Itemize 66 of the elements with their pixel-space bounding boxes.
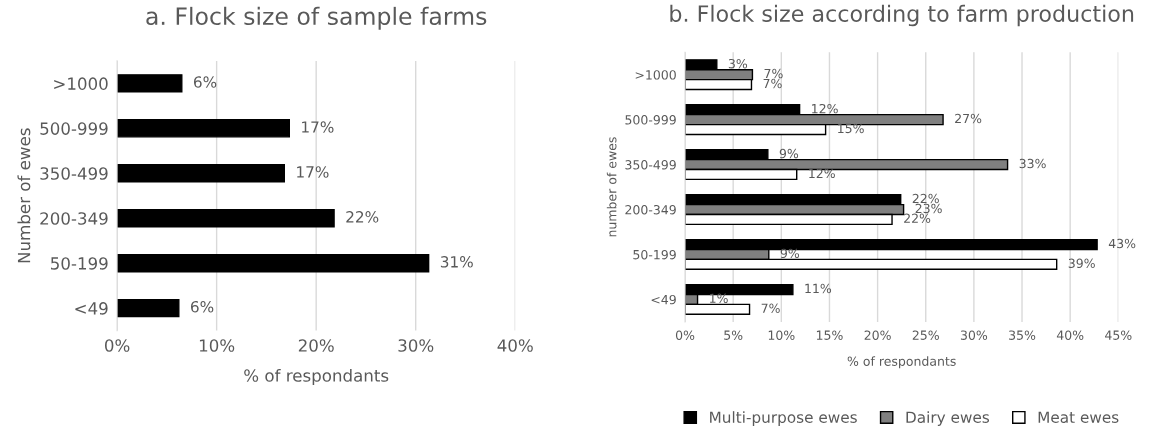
chart-title: b. Flock size according to farm production [670, 4, 1134, 27]
y-tick-label: 50-199 [633, 249, 676, 260]
x-tick-label: 45% [1105, 330, 1132, 340]
legend-label: Meat ewes [1038, 411, 1119, 423]
y-tick-label: 50-199 [51, 257, 108, 270]
data-label: 3% [728, 58, 748, 69]
data-label: 43% [1108, 238, 1136, 249]
data-label: 1% [710, 293, 728, 304]
data-label: 22% [912, 193, 939, 204]
chart-title: a. Flock size of sample farms [146, 6, 487, 30]
x-tick-label: 10% [199, 339, 235, 352]
data-label: 15% [838, 123, 864, 134]
data-label: 22% [346, 211, 379, 223]
x-tick-label: 30% [398, 339, 434, 352]
x-axis-title: % of respondants [244, 368, 389, 386]
data-label: 31% [440, 256, 473, 268]
data-label: 9% [779, 148, 799, 159]
data-label: 22% [904, 213, 931, 224]
x-tick-label: 30% [960, 330, 988, 340]
legend-label: Multi-purpose ewes [710, 411, 857, 426]
y-tick-label: <49 [651, 294, 676, 305]
y-tick-label: >1000 [54, 77, 108, 90]
data-label: 7% [764, 68, 783, 79]
data-label: 33% [1019, 158, 1046, 169]
data-label: 27% [955, 113, 982, 124]
bar [117, 74, 183, 93]
bar [117, 208, 335, 228]
data-label: 23% [915, 203, 942, 214]
bar [117, 253, 430, 273]
y-tick-label: 350-499 [40, 167, 108, 180]
y-tick-label: 350-499 [625, 160, 676, 170]
x-tick-label: 20% [298, 339, 334, 352]
x-tick-label: 5% [724, 330, 743, 340]
data-label: 39% [1068, 258, 1095, 268]
x-tick-label: 0% [104, 339, 130, 352]
x-tick-label: 35% [1009, 330, 1036, 340]
data-label: 12% [809, 168, 835, 179]
y-axis-title: Number of ewes [17, 128, 31, 263]
y-tick-label: <49 [75, 302, 108, 315]
y-axis-title: number of ewes [606, 137, 617, 237]
x-tick-label: 0% [675, 330, 695, 340]
data-label: 7% [761, 303, 780, 313]
x-tick-label: 25% [912, 330, 939, 340]
x-tick-label: 40% [497, 339, 533, 352]
x-tick-label: 10% [768, 330, 795, 340]
data-label: 17% [302, 121, 334, 133]
data-label: 7% [763, 78, 782, 89]
x-tick-label: 20% [864, 330, 891, 340]
data-label: 17% [297, 166, 329, 178]
data-label: 9% [780, 248, 800, 259]
data-label: 6% [193, 76, 217, 88]
y-tick-label: 500-999 [40, 122, 108, 135]
y-tick-label: 200-349 [40, 212, 108, 225]
bar [117, 164, 286, 183]
data-label: 12% [812, 103, 838, 114]
legend-label: Dairy ewes [906, 411, 990, 426]
data-label: 11% [805, 283, 832, 294]
x-tick-label: 15% [816, 330, 843, 340]
x-axis-title: % of respondants [847, 356, 956, 369]
bar [117, 119, 290, 138]
y-tick-label: >1000 [635, 70, 676, 80]
x-tick-label: 40% [1056, 330, 1084, 340]
y-tick-label: 200-349 [625, 205, 676, 215]
data-label: 6% [190, 301, 214, 313]
bar [117, 298, 180, 318]
y-tick-label: 500-999 [625, 115, 676, 125]
